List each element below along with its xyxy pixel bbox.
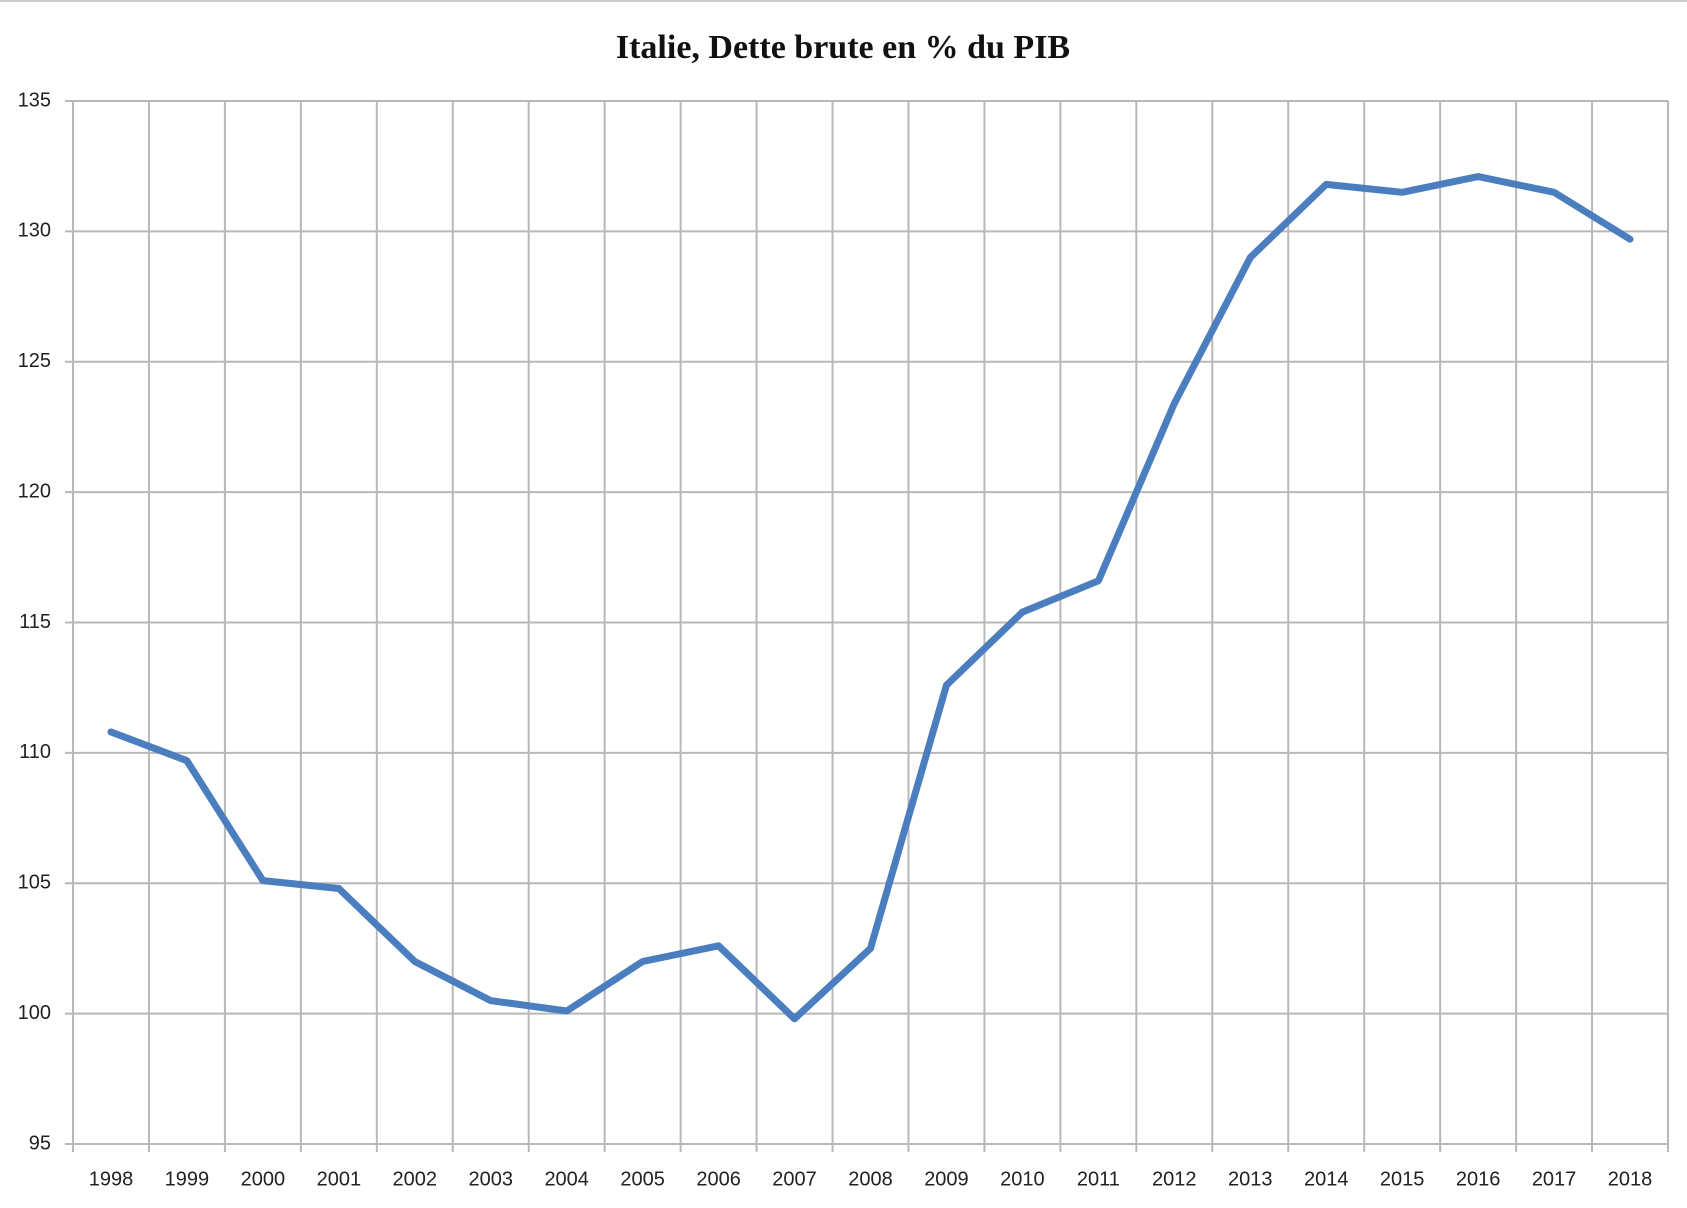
x-tick-label: 2006: [696, 1168, 741, 1190]
x-tick-label: 2012: [1152, 1168, 1197, 1190]
y-tick-label: 125: [18, 350, 51, 372]
x-tick-label: 2013: [1228, 1168, 1273, 1190]
x-tick-label: 2000: [241, 1168, 286, 1190]
y-tick-label: 115: [19, 611, 51, 633]
x-tick-label: 2009: [924, 1168, 969, 1190]
x-tick-label: 2008: [848, 1168, 893, 1190]
x-tick-label: 2015: [1380, 1168, 1425, 1190]
y-tick-label: 110: [19, 741, 51, 763]
x-tick-label: 2011: [1077, 1168, 1120, 1190]
y-tick-label: 120: [18, 480, 51, 502]
x-tick-label: 1999: [165, 1168, 210, 1190]
chart-title: Italie, Dette brute en % du PIB: [616, 29, 1070, 66]
x-tick-label: 2010: [1000, 1168, 1045, 1190]
x-tick-label: 2018: [1608, 1168, 1653, 1190]
y-tick-label: 135: [18, 89, 51, 111]
x-tick-label: 2007: [772, 1168, 817, 1190]
x-tick-label: 2016: [1456, 1168, 1501, 1190]
x-tick-label: 2005: [620, 1168, 665, 1190]
x-tick-label: 1998: [89, 1168, 134, 1190]
data-line: [107, 173, 1634, 1023]
y-tick-label: 100: [18, 1002, 51, 1024]
x-tick-label: 2001: [317, 1168, 362, 1190]
y-tick-label: 130: [18, 220, 51, 242]
x-tick-label: 2017: [1532, 1168, 1577, 1190]
y-tick-label: 95: [29, 1132, 51, 1154]
x-tick-label: 2014: [1304, 1168, 1349, 1190]
y-tick-label: 105: [18, 872, 51, 894]
x-tick-label: 2004: [544, 1168, 589, 1190]
x-tick-label: 2003: [468, 1168, 513, 1190]
x-tick-label: 2002: [393, 1168, 438, 1190]
